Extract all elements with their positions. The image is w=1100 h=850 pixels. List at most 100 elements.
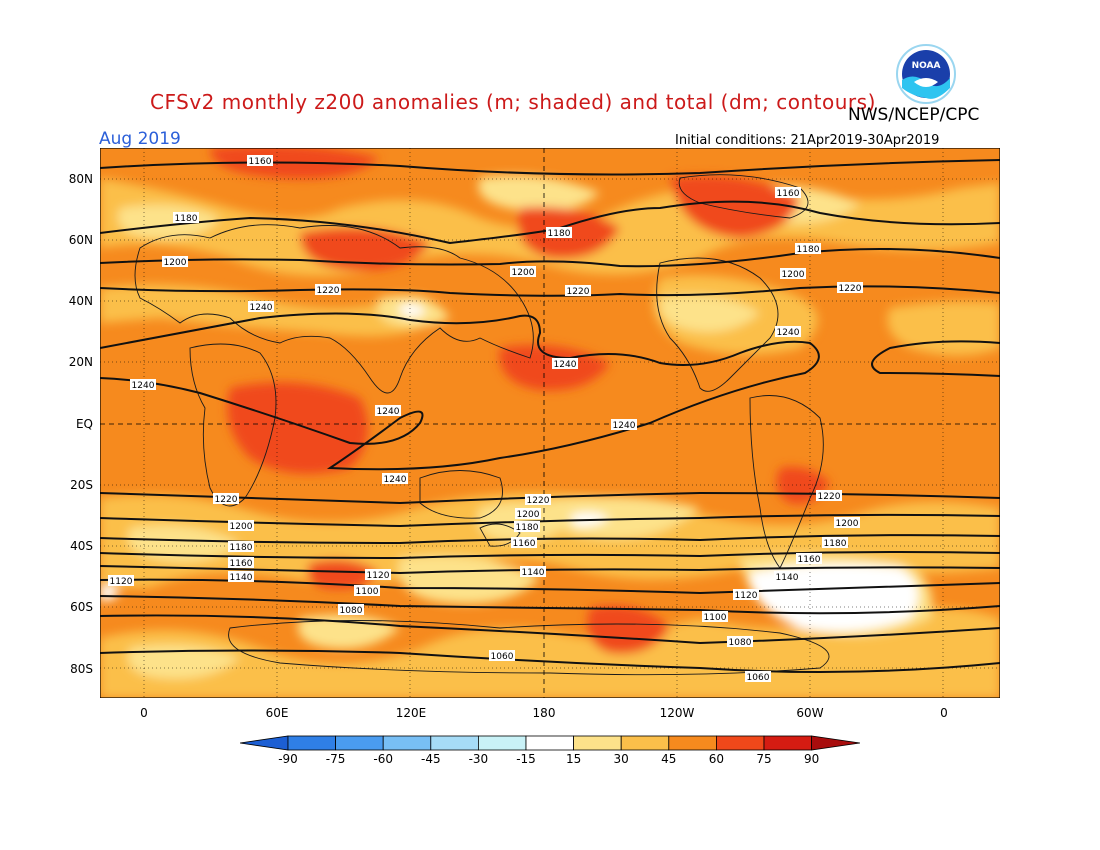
colorbar-segment xyxy=(430,735,479,751)
colorbar-tick-label: 30 xyxy=(613,752,629,766)
contour-label: 1080 xyxy=(727,636,753,648)
lat-label: EQ xyxy=(75,417,93,431)
colorbar-segment xyxy=(335,735,384,751)
svg-text:1240: 1240 xyxy=(554,360,577,370)
contour-label: 1240 xyxy=(611,419,637,431)
lon-label: 0 xyxy=(940,706,948,720)
contour-label: 1220 xyxy=(525,494,551,506)
svg-text:1180: 1180 xyxy=(797,245,820,255)
colorbar-segment xyxy=(620,735,670,751)
contour-label: 1160 xyxy=(796,553,822,565)
svg-text:1160: 1160 xyxy=(249,157,272,167)
colorbar-tick-label: 45 xyxy=(661,752,677,766)
contour-label: 1160 xyxy=(775,187,801,199)
chart-title: CFSv2 monthly z200 anomalies (m; shaded)… xyxy=(150,90,876,114)
svg-text:1160: 1160 xyxy=(798,555,821,565)
svg-text:1220: 1220 xyxy=(215,495,238,505)
contour-label: 1240 xyxy=(375,405,401,417)
contour-label: 1240 xyxy=(775,326,801,338)
colorbar-tick-label: 75 xyxy=(756,752,772,766)
colorbar-tick-label: 15 xyxy=(565,752,582,766)
contour-label: 1140 xyxy=(520,566,546,578)
svg-text:1120: 1120 xyxy=(735,591,758,601)
contour-label: 1160 xyxy=(511,537,537,549)
colorbar-segment xyxy=(477,735,527,751)
contour-label: 1060 xyxy=(489,650,515,662)
contour-label: 1240 xyxy=(382,473,408,485)
colorbar-tick-label: -45 xyxy=(420,752,441,766)
svg-text:1200: 1200 xyxy=(512,268,535,278)
colorbar-segment xyxy=(573,735,622,751)
contour-label: 1120 xyxy=(733,589,759,601)
svg-text:1100: 1100 xyxy=(356,587,379,597)
svg-text:1060: 1060 xyxy=(747,673,770,683)
svg-text:1180: 1180 xyxy=(230,543,253,553)
contour-label: 1100 xyxy=(702,611,728,623)
svg-text:1200: 1200 xyxy=(164,258,187,268)
lon-label: 60W xyxy=(796,706,824,720)
initial-conditions: Initial conditions: 21Apr2019-30Apr2019 xyxy=(675,133,940,148)
contour-label: 1220 xyxy=(565,285,591,297)
noaa-logo-text: NOAA xyxy=(912,61,941,71)
svg-text:1100: 1100 xyxy=(704,613,727,623)
contour-label: 1200 xyxy=(510,266,536,278)
colorbar-segment xyxy=(715,735,765,751)
svg-text:1240: 1240 xyxy=(384,475,407,485)
svg-text:1120: 1120 xyxy=(367,571,390,581)
contour-label: 1060 xyxy=(745,671,771,683)
colorbar-tick-label: 90 xyxy=(803,752,820,766)
colorbar xyxy=(240,735,860,751)
svg-text:1220: 1220 xyxy=(317,286,340,296)
contour-label: 1200 xyxy=(834,517,860,529)
lon-label: 120W xyxy=(659,706,695,720)
lat-label: 40N xyxy=(68,294,93,308)
z200-anomaly-map: 1160 1160 1180 1180 1180 1200 1200 1200 … xyxy=(100,148,1000,698)
svg-text:1240: 1240 xyxy=(377,407,400,417)
contour-label: 1180 xyxy=(173,212,199,224)
svg-text:1140: 1140 xyxy=(522,568,545,578)
svg-text:1080: 1080 xyxy=(340,606,363,616)
svg-text:1240: 1240 xyxy=(132,381,155,391)
svg-text:1160: 1160 xyxy=(513,539,536,549)
svg-text:1220: 1220 xyxy=(839,284,862,294)
svg-text:1200: 1200 xyxy=(836,519,859,529)
contour-label: 1140 xyxy=(774,571,800,583)
contour-label: 1160 xyxy=(228,557,254,569)
svg-text:1200: 1200 xyxy=(782,270,805,280)
lon-label: 180 xyxy=(532,706,556,720)
contour-label: 1200 xyxy=(228,520,254,532)
svg-text:1180: 1180 xyxy=(175,214,198,224)
colorbar-tick-label: -90 xyxy=(278,752,298,766)
lat-label: 20S xyxy=(70,478,93,492)
lat-label: 20N xyxy=(68,355,93,369)
svg-text:1060: 1060 xyxy=(491,652,514,662)
colorbar-segment xyxy=(525,735,574,751)
contour-label: 1200 xyxy=(515,508,541,520)
lon-label: 0 xyxy=(140,706,148,720)
lat-label: 40S xyxy=(70,539,93,553)
contour-label: 1180 xyxy=(546,227,572,239)
svg-text:1200: 1200 xyxy=(230,522,253,532)
colorbar-segment xyxy=(763,735,812,751)
svg-text:1220: 1220 xyxy=(567,287,590,297)
svg-text:1140: 1140 xyxy=(230,573,253,583)
colorbar-tick-label: 60 xyxy=(708,752,725,766)
svg-text:1120: 1120 xyxy=(110,577,133,587)
colorbar-tick-label: -15 xyxy=(516,752,536,766)
colorbar-segment xyxy=(382,735,432,751)
lon-label: 120E xyxy=(395,706,427,720)
contour-label: 1080 xyxy=(338,604,364,616)
colorbar-tick-label: -75 xyxy=(325,752,346,766)
contour-label: 1120 xyxy=(365,569,391,581)
svg-text:1220: 1220 xyxy=(527,496,550,506)
colorbar-tick-label: -60 xyxy=(373,752,393,766)
svg-text:1220: 1220 xyxy=(818,492,841,502)
noaa-logo-icon: NOAA xyxy=(896,44,956,104)
svg-text:1200: 1200 xyxy=(517,510,540,520)
contour-label: 1140 xyxy=(228,571,254,583)
contour-labels: 1160 1160 1180 1180 1180 1200 1200 1200 … xyxy=(108,155,863,683)
forecast-month: Aug 2019 xyxy=(99,129,181,149)
contour-label: 1200 xyxy=(780,268,806,280)
svg-text:1080: 1080 xyxy=(729,638,752,648)
svg-text:1240: 1240 xyxy=(250,303,273,313)
